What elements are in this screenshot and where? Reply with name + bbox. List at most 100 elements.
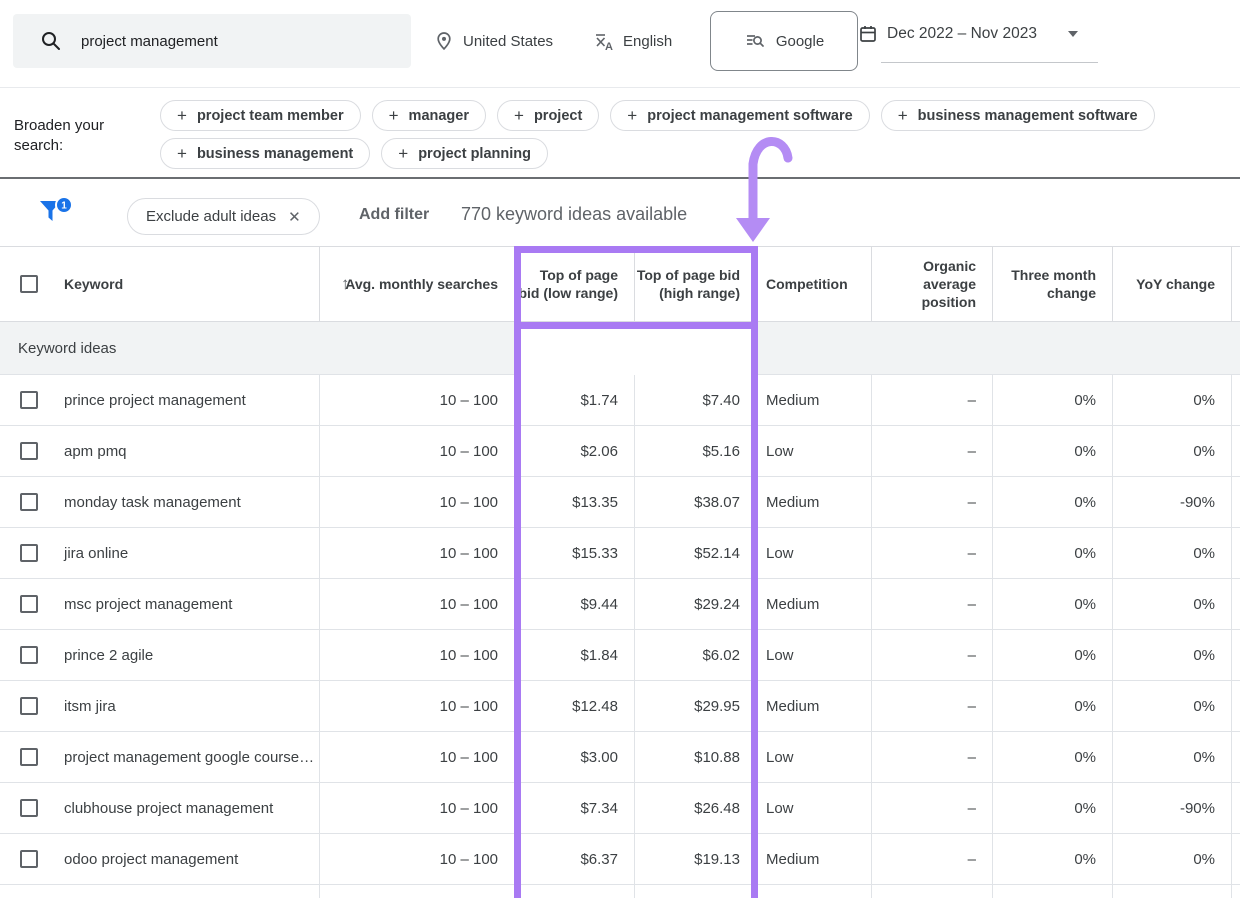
- exclude-adult-ideas-chip[interactable]: Exclude adult ideas ✕: [127, 198, 320, 235]
- cell-bid-high: $10.88: [635, 732, 757, 782]
- plus-icon: +: [897, 105, 908, 125]
- keyword-text[interactable]: project management google course…: [64, 748, 315, 766]
- broaden-chip[interactable]: + manager: [371, 100, 486, 131]
- header-top-of-page-bid-high[interactable]: Top of page bid (high range): [635, 247, 757, 321]
- row-checkbox[interactable]: [20, 799, 38, 817]
- row-checkbox[interactable]: [20, 442, 38, 460]
- row-checkbox[interactable]: [20, 697, 38, 715]
- cell-avg-monthly-searches: 10 – 100: [320, 732, 515, 782]
- row-checkbox[interactable]: [20, 544, 38, 562]
- row-checkbox[interactable]: [20, 391, 38, 409]
- cell-three-month-change: 0%: [993, 375, 1113, 425]
- cell-yoy-change: 0%: [1113, 528, 1232, 578]
- cell-avg-monthly-searches: 10 – 100: [320, 783, 515, 833]
- cell-bid-low: $15.33: [515, 528, 635, 578]
- row-gutter: [1232, 630, 1240, 680]
- cell-keyword: apm pmq: [0, 426, 320, 476]
- broaden-chip[interactable]: + project team member: [160, 100, 361, 131]
- header-organic-average-position[interactable]: Organic average position: [872, 247, 993, 321]
- cell-bid-high: $19.13: [635, 834, 757, 884]
- keyword-text[interactable]: monday task management: [64, 493, 241, 511]
- cell-avg-monthly-searches: 10 – 100: [320, 630, 515, 680]
- filter-funnel-icon[interactable]: 1: [38, 197, 74, 229]
- cell-avg-monthly-searches: 10 – 100: [320, 834, 515, 884]
- select-all-checkbox[interactable]: [20, 275, 38, 293]
- cell-three-month-change: 0%: [993, 681, 1113, 731]
- keyword-text[interactable]: msc project management: [64, 595, 233, 613]
- cell-bid-high: $38.07: [635, 477, 757, 527]
- translate-icon: A: [593, 31, 614, 52]
- row-checkbox[interactable]: [20, 595, 38, 613]
- cell-avg-monthly-searches: 10 – 100: [320, 528, 515, 578]
- table-row: prince 2 agile 10 – 100 $1.84 $6.02 Low –0% 0%: [0, 630, 1240, 681]
- broaden-chip-label: manager: [408, 107, 469, 124]
- close-icon[interactable]: ✕: [288, 208, 301, 226]
- broaden-chip[interactable]: + project: [497, 100, 600, 131]
- network-label: Google: [775, 32, 825, 50]
- keyword-text[interactable]: odoo project management: [64, 850, 239, 868]
- location-selector[interactable]: United States: [434, 26, 553, 56]
- broaden-chip[interactable]: + project planning: [381, 138, 548, 169]
- row-gutter: [1232, 732, 1240, 782]
- cell-bid-low: $9.44: [515, 579, 635, 629]
- cell-keyword: itsm jira: [0, 681, 320, 731]
- cell-organic-position: –: [872, 834, 993, 884]
- header-keyword[interactable]: Keyword: [0, 247, 320, 321]
- date-range-selector[interactable]: Dec 2022 – Nov 2023: [858, 24, 1078, 44]
- language-selector[interactable]: A English: [593, 26, 672, 56]
- table-row: apm pmq 10 – 100 $2.06 $5.16 Low –0% 0%: [0, 426, 1240, 477]
- keyword-text[interactable]: prince 2 agile: [64, 646, 154, 664]
- keyword-text[interactable]: jira online: [64, 544, 129, 562]
- cell-three-month-change: 0%: [993, 783, 1113, 833]
- cell-bid-high: $29.95: [635, 681, 757, 731]
- cell-organic-position: –: [872, 732, 993, 782]
- header-top-of-page-bid-low[interactable]: Top of page bid (low range): [515, 247, 635, 321]
- cell-competition: Medium: [757, 681, 872, 731]
- broaden-chip[interactable]: + business management: [160, 138, 371, 169]
- row-checkbox[interactable]: [20, 493, 38, 511]
- cell-organic-position: –: [872, 426, 993, 476]
- highlight-column-left-bar: [514, 246, 521, 898]
- header-competition[interactable]: Competition: [757, 247, 872, 321]
- cell-bid-low: $6.37: [515, 834, 635, 884]
- row-gutter: [1232, 783, 1240, 833]
- row-gutter: [1232, 579, 1240, 629]
- row-gutter: [1232, 834, 1240, 884]
- row-checkbox[interactable]: [20, 850, 38, 868]
- calendar-icon: [858, 24, 878, 44]
- header-avg-monthly-searches[interactable]: ↑ Avg. monthly searches: [320, 247, 515, 321]
- table-header-row: Keyword ↑ Avg. monthly searches Top of p…: [0, 246, 1240, 322]
- keyword-text[interactable]: clubhouse project management: [64, 799, 274, 817]
- partial-row: [0, 885, 1240, 898]
- row-checkbox[interactable]: [20, 748, 38, 766]
- keyword-text[interactable]: apm pmq: [64, 442, 127, 460]
- broaden-chip[interactable]: + project management software: [610, 100, 870, 131]
- cell-bid-low: $1.74: [515, 375, 635, 425]
- sort-ascending-icon[interactable]: ↑: [341, 274, 350, 293]
- cell-bid-low: $13.35: [515, 477, 635, 527]
- keyword-text[interactable]: prince project management: [64, 391, 246, 409]
- plus-icon: +: [398, 143, 409, 163]
- cell-bid-high: $7.40: [635, 375, 757, 425]
- network-selector-button[interactable]: Google: [710, 11, 858, 71]
- cell-bid-low: $3.00: [515, 732, 635, 782]
- cell-bid-high: $29.24: [635, 579, 757, 629]
- header-three-month-change[interactable]: Three month change: [993, 247, 1113, 321]
- cell-organic-position: –: [872, 630, 993, 680]
- cell-bid-high: $26.48: [635, 783, 757, 833]
- table-row: clubhouse project management 10 – 100 $7.3…: [0, 783, 1240, 834]
- row-checkbox[interactable]: [20, 646, 38, 664]
- row-gutter: [1232, 375, 1240, 425]
- broaden-chip[interactable]: + business management software: [880, 100, 1155, 131]
- add-filter-button[interactable]: Add filter: [359, 206, 430, 223]
- highlight-box-top: [514, 246, 758, 253]
- header-yoy-change[interactable]: YoY change: [1113, 247, 1232, 321]
- highlight-column-right-bar: [751, 246, 758, 898]
- search-input[interactable]: project management: [13, 14, 411, 68]
- language-label: English: [623, 32, 673, 50]
- broaden-search-label: Broaden your search:: [14, 117, 105, 154]
- cell-keyword: odoo project management: [0, 834, 320, 884]
- search-query-text: project management: [81, 32, 218, 50]
- keyword-text[interactable]: itsm jira: [64, 697, 116, 715]
- search-network-icon: [744, 30, 766, 52]
